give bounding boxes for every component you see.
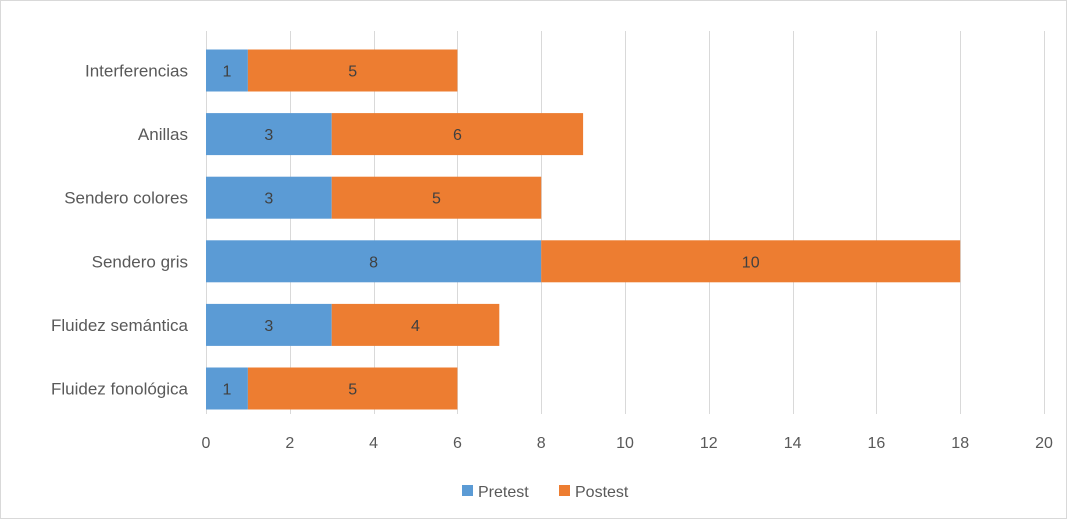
x-tick-label: 14 xyxy=(784,435,802,452)
x-tick-label: 4 xyxy=(369,435,378,452)
category-label: Sendero gris xyxy=(92,252,188,271)
x-tick-label: 6 xyxy=(453,435,462,452)
bar-postest-4 xyxy=(331,303,500,346)
data-label: 3 xyxy=(264,127,273,144)
data-label: 4 xyxy=(411,318,420,335)
bar-pretest-4 xyxy=(206,303,332,346)
data-label: 8 xyxy=(369,254,378,271)
category-label: Interferencias xyxy=(85,62,188,81)
legend-swatch-postest xyxy=(559,485,570,496)
gridlines xyxy=(206,31,1045,414)
bar-postest-2 xyxy=(331,176,542,219)
x-tick-label: 16 xyxy=(868,435,886,452)
data-label: 1 xyxy=(222,64,231,81)
category-label: Fluidez fonológica xyxy=(51,380,189,399)
x-tick-label: 8 xyxy=(537,435,546,452)
bar-pretest-3 xyxy=(206,240,542,283)
x-axis-ticks: 0 2 4 6 8 10 12 14 16 18 20 xyxy=(202,435,1053,452)
legend-label-pretest: Pretest xyxy=(478,484,529,501)
data-label: 5 xyxy=(348,64,357,81)
legend: Pretest Postest xyxy=(462,484,629,501)
x-tick-label: 20 xyxy=(1035,435,1053,452)
x-tick-label: 18 xyxy=(951,435,969,452)
x-tick-label: 2 xyxy=(285,435,294,452)
bar-pretest-5 xyxy=(206,367,248,410)
bar-pretest-2 xyxy=(206,176,332,219)
data-label: 10 xyxy=(742,254,760,271)
category-labels: Interferencias Anillas Sendero colores Send… xyxy=(51,62,189,399)
bar-postest-1 xyxy=(331,113,584,156)
category-label: Sendero colores xyxy=(64,189,188,208)
data-label: 3 xyxy=(264,318,273,335)
legend-label-postest: Postest xyxy=(575,484,629,501)
category-label: Anillas xyxy=(138,125,188,144)
bar-pretest-1 xyxy=(206,113,332,156)
bar-postest-3 xyxy=(541,240,961,283)
x-tick-label: 0 xyxy=(202,435,211,452)
x-tick-label: 10 xyxy=(616,435,634,452)
data-label: 1 xyxy=(222,382,231,399)
bars: 1 5 3 6 3 5 8 10 3 4 1 5 xyxy=(206,49,961,410)
data-label: 3 xyxy=(264,191,273,208)
data-label: 6 xyxy=(453,127,462,144)
bar-postest-5 xyxy=(247,367,458,410)
x-tick-label: 12 xyxy=(700,435,718,452)
data-label: 5 xyxy=(348,382,357,399)
bar-postest-0 xyxy=(247,49,458,92)
category-label: Fluidez semántica xyxy=(51,316,189,335)
legend-swatch-pretest xyxy=(462,485,473,496)
data-label: 5 xyxy=(432,191,441,208)
bar-pretest-0 xyxy=(206,49,248,92)
